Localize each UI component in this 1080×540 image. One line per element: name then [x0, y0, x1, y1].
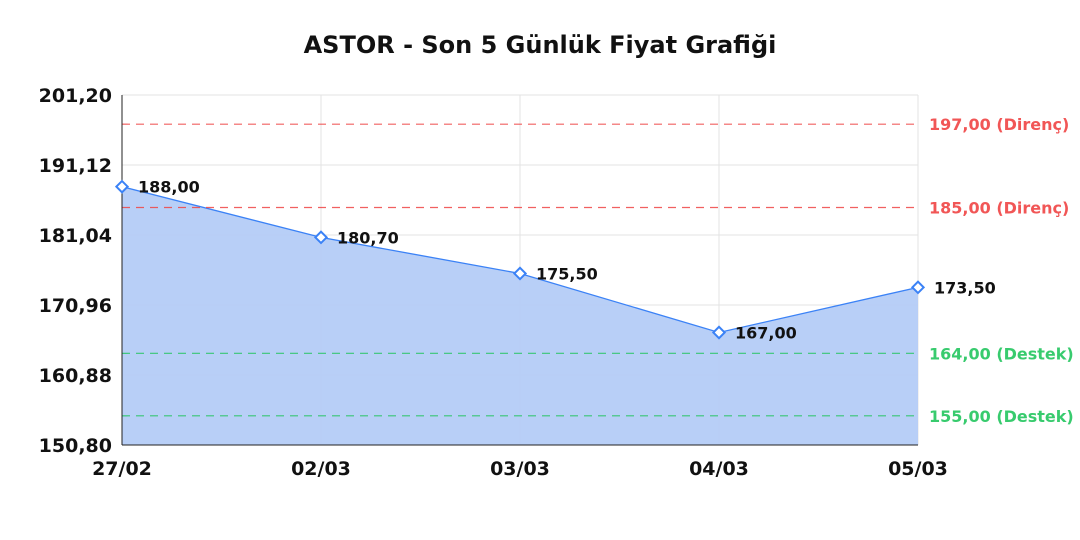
data-label: 175,50: [536, 264, 598, 283]
x-tick-label: 02/03: [291, 458, 351, 480]
support-label: 164,00 (Destek): [929, 344, 1074, 363]
data-label: 188,00: [138, 178, 200, 197]
x-tick-label: 27/02: [92, 458, 152, 480]
data-label: 180,70: [337, 228, 399, 247]
y-tick-label: 160,88: [39, 365, 112, 387]
x-tick-label: 05/03: [888, 458, 948, 480]
resistance-label: 185,00 (Direnç): [929, 199, 1069, 218]
area-fill: [122, 186, 918, 445]
series-marks: 188,00 180,70 175,50 167,00 173,50: [114, 178, 996, 343]
reference-lines: 197,00 (Direnç) 185,00 (Direnç) 164,00 (De…: [122, 115, 1074, 426]
data-point: [711, 325, 727, 340]
data-point: [910, 280, 926, 295]
x-tick-label: 04/03: [689, 458, 749, 480]
axes: 150,80 160,88 170,96 181,04 191,12 201,20 27/0…: [39, 85, 948, 480]
chart-title: ASTOR - Son 5 Günlük Fiyat Grafiği: [304, 31, 777, 59]
y-tick-label: 181,04: [39, 225, 112, 247]
data-point: [114, 179, 130, 194]
resistance-label: 197,00 (Direnç): [929, 115, 1069, 134]
data-point: [313, 230, 329, 245]
data-label: 167,00: [735, 324, 797, 343]
data-point: [512, 266, 528, 281]
x-tick-label: 03/03: [490, 458, 550, 480]
support-label: 155,00 (Destek): [929, 407, 1074, 426]
y-tick-label: 201,20: [39, 85, 112, 107]
y-tick-label: 170,96: [39, 295, 112, 317]
y-tick-label: 191,12: [39, 155, 112, 177]
y-tick-label: 150,80: [39, 435, 112, 457]
data-label: 173,50: [934, 278, 996, 297]
